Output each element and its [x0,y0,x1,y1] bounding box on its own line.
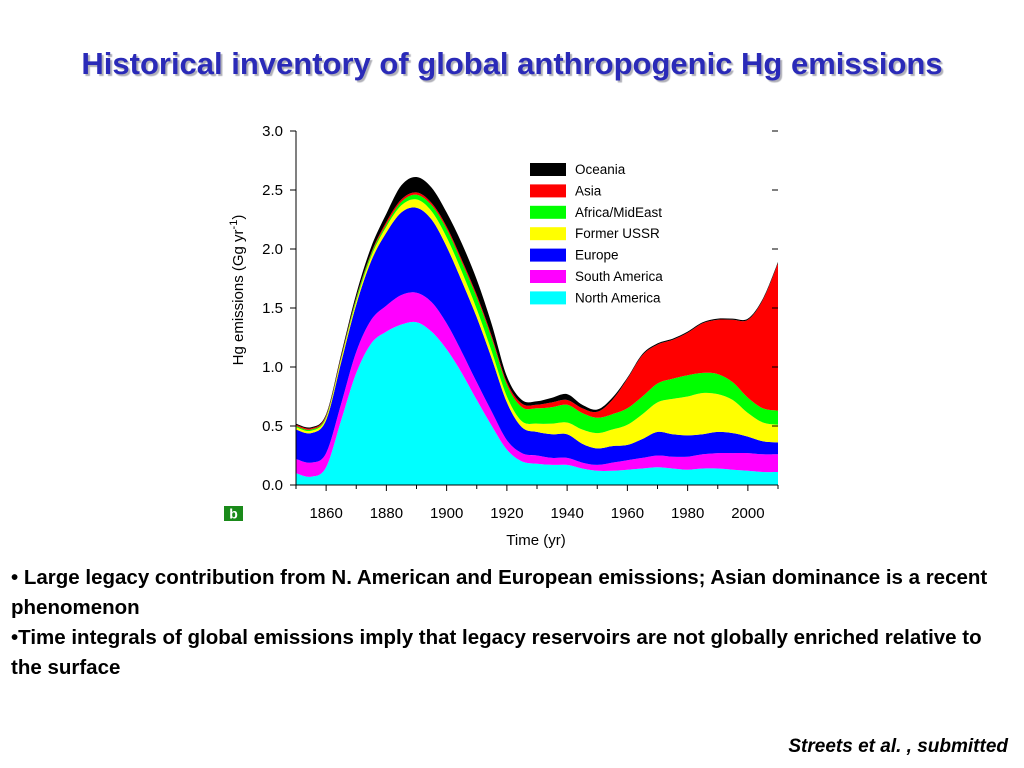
slide-title: Historical inventory of global anthropog… [81,46,943,81]
area-north-america [296,321,778,485]
legend-label-south-america: South America [575,269,663,284]
bullet-point-legacy-contribution: • Large legacy contribution from N. Amer… [11,566,988,619]
area-former-ussr [296,199,778,449]
x-tick-label: 1880 [370,505,403,522]
legend-swatch-africa-mideast [530,205,566,219]
x-tick-label: 2000 [731,505,764,522]
legend-label-africa-mideast: Africa/MidEast [575,205,662,220]
legend-swatch-north-america [530,291,566,305]
citation: Streets et al. , submitted [788,736,1008,757]
stacked-areas [296,176,778,485]
x-tick-label: 1920 [490,505,523,522]
legend-swatch-europe [530,248,566,262]
legend-label-europe: Europe [575,248,619,263]
x-tick-label: 1860 [309,505,342,522]
area-europe [296,207,778,465]
legend-swatch-asia [530,184,566,198]
legend-swatch-oceania [530,163,566,176]
legend-swatch-south-america [530,270,566,283]
y-tick-label: 2.0 [262,241,283,258]
x-tick-label: 1960 [611,505,644,522]
y-tick-label: 3.0 [262,123,283,140]
y-axis-label: Hg emissions (Gg yr-1) [228,215,247,366]
panel-label-text: b [229,506,238,522]
chart-axes: 0.0 0.5 1.0 1.5 2.0 2.5 3.0 1860 1880 1900 1920 194… [228,123,779,549]
x-tick-label: 1900 [430,505,463,522]
bullet-point-time-integrals: •Time integrals of global emissions impl… [11,626,982,679]
y-tick-label: 1.0 [262,359,283,376]
x-tick-label: 1940 [550,505,583,522]
y-tick-label: 0.0 [262,477,283,494]
y-tick-label: 1.5 [262,300,283,317]
y-tick-label: 2.5 [262,182,283,199]
panel-label: b [224,506,243,522]
x-axis-label: Time (yr) [506,532,565,549]
area-south-america [296,292,778,477]
legend-label-oceania: Oceania [575,162,626,177]
emissions-chart: 0.0 0.5 1.0 1.5 2.0 2.5 3.0 1860 1880 1900 1920 194… [224,123,779,549]
legend-label-former-ussr: Former USSR [575,226,660,241]
chart-legend: Oceania Asia Africa/MidEast Former USSR Euro… [530,162,663,305]
legend-label-north-america: North America [575,290,661,305]
legend-label-asia: Asia [575,183,602,198]
y-tick-label: 0.5 [262,418,283,435]
x-tick-label: 1980 [671,505,704,522]
legend-swatch-former-ussr [530,227,566,241]
area-asia [296,192,778,430]
